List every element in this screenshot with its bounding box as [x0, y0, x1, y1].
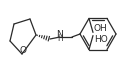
- Text: H: H: [57, 34, 63, 43]
- Text: O: O: [19, 46, 27, 55]
- Text: N: N: [57, 30, 63, 39]
- Text: HO: HO: [94, 35, 108, 44]
- Text: OH: OH: [94, 24, 108, 33]
